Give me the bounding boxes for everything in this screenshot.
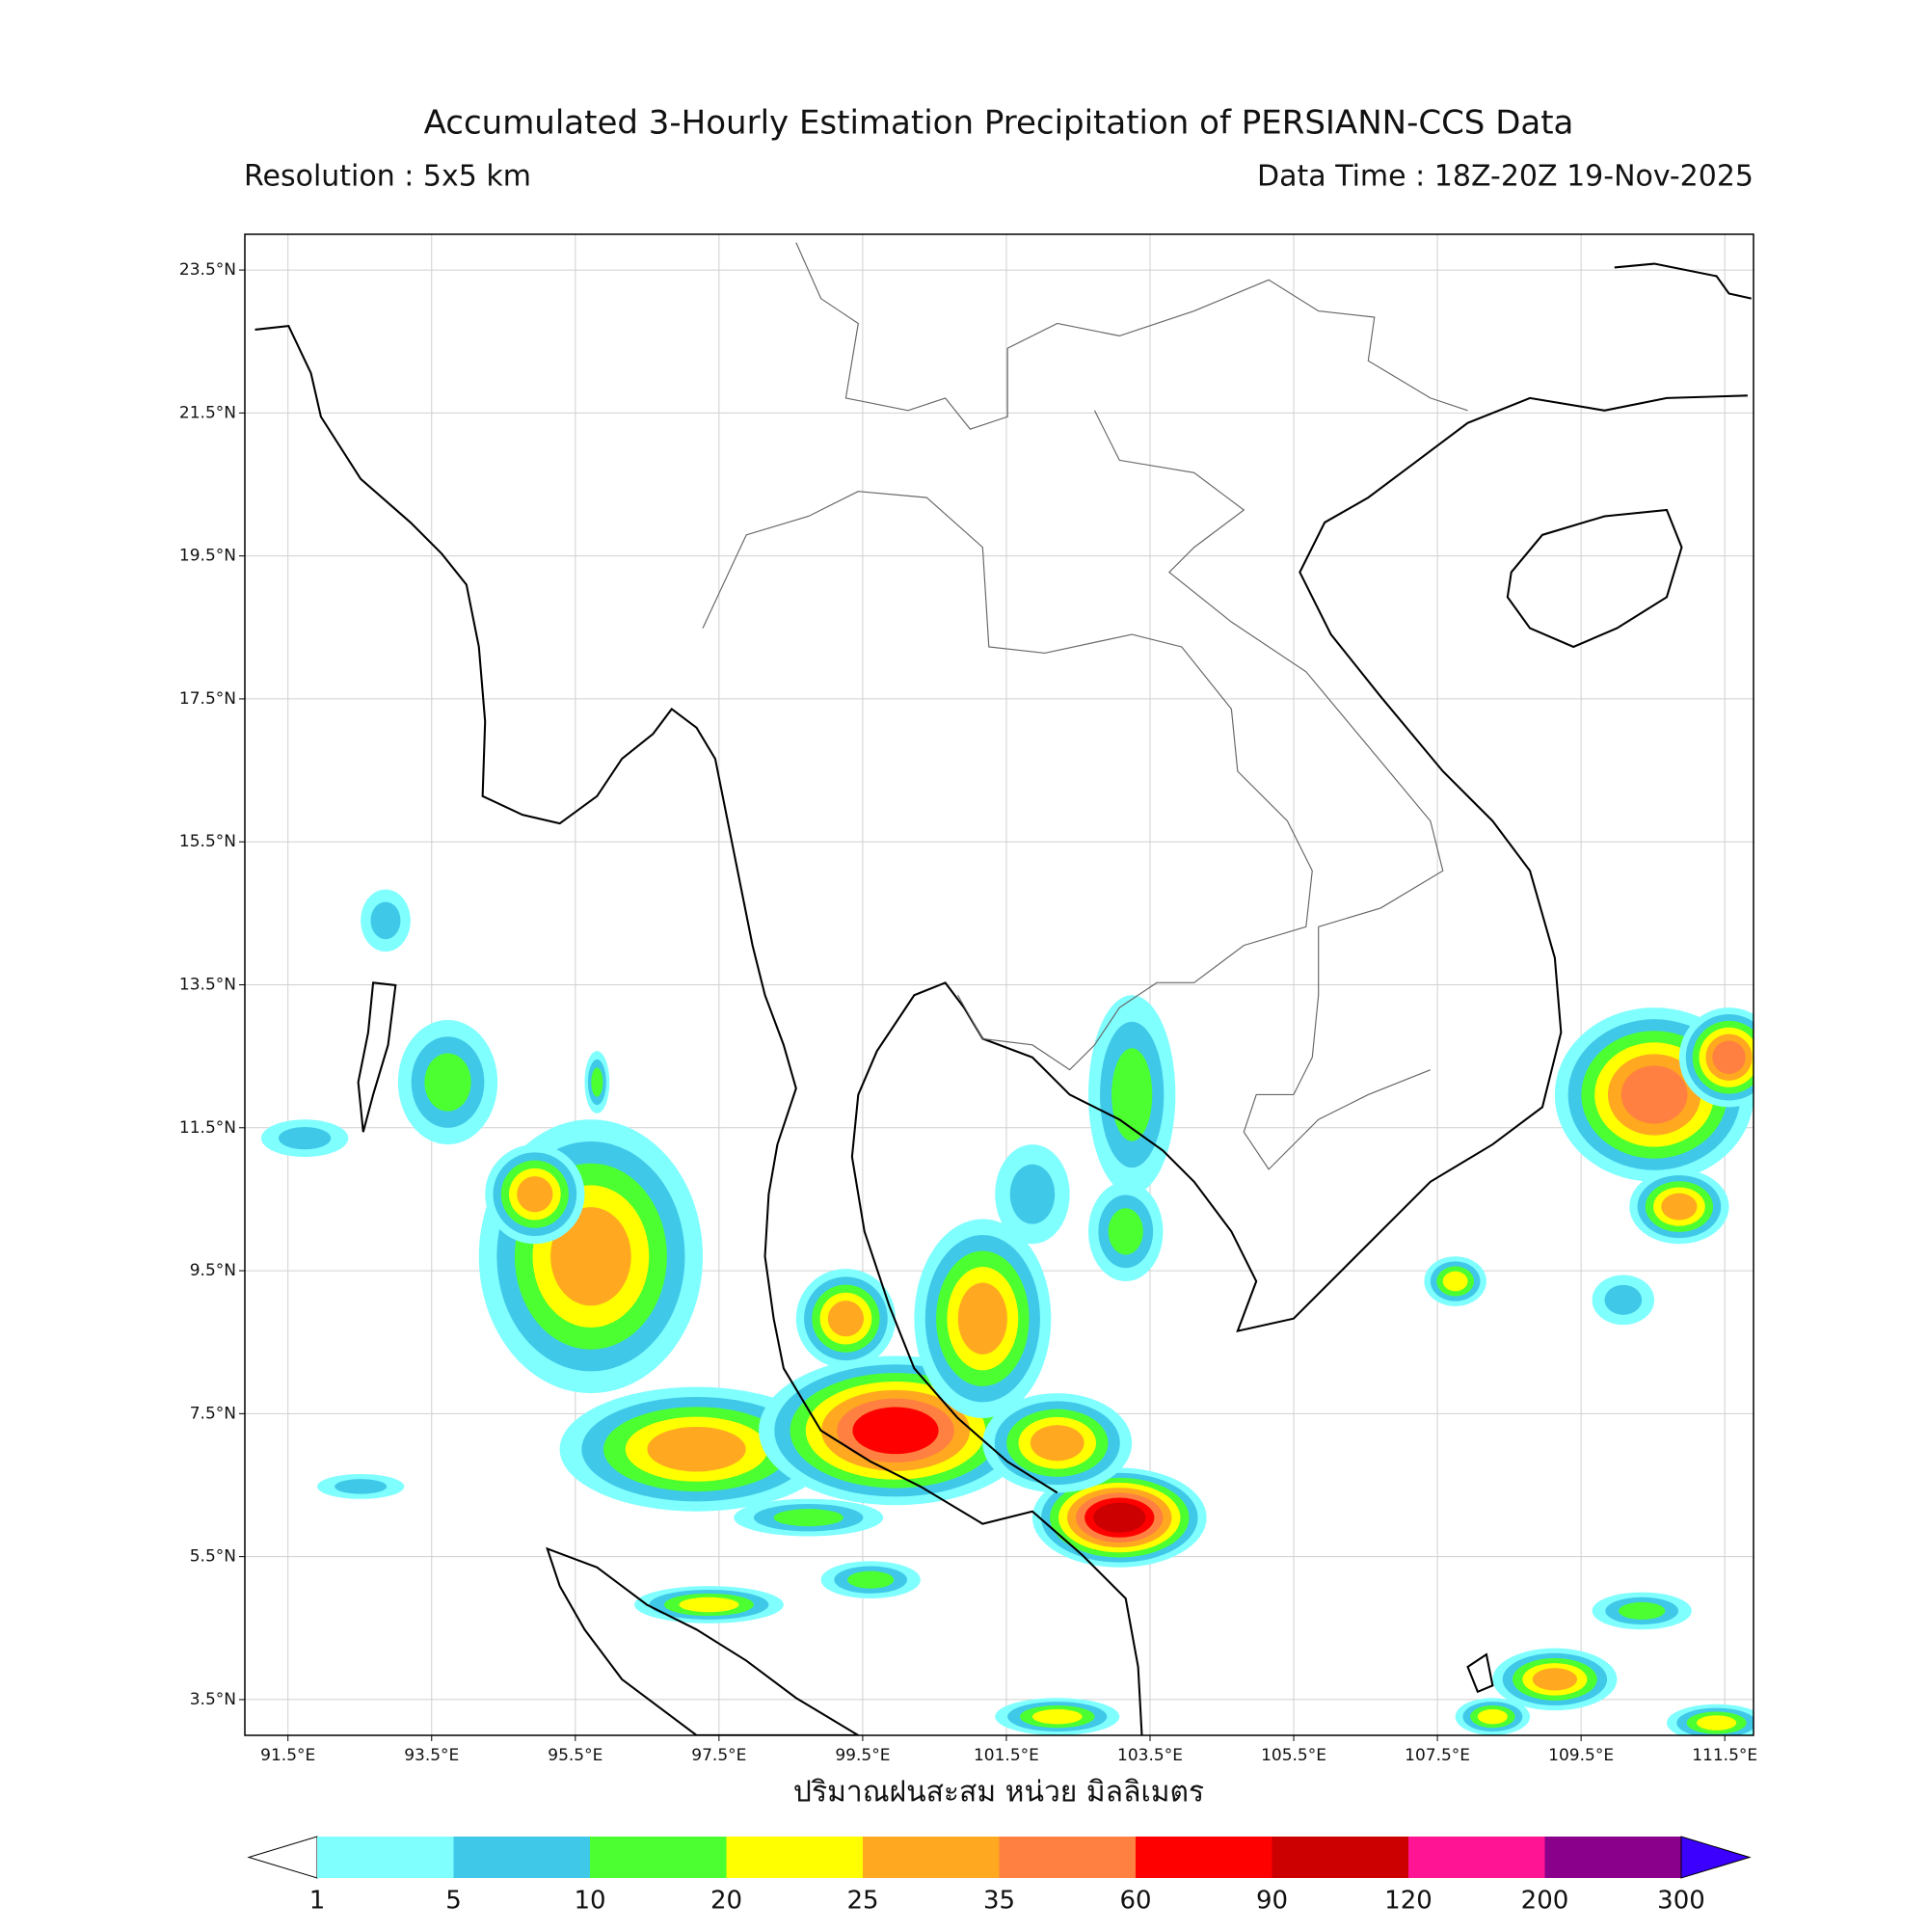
colorbar: 1 5 10 20 25 35 60 90 120 200 300 <box>247 1836 1752 1916</box>
rain-area <box>847 1570 895 1589</box>
rain-area <box>852 1407 939 1455</box>
title: Accumulated 3-Hourly Estimation Precipit… <box>424 104 1574 143</box>
precipitation <box>260 889 1754 1735</box>
y-tick-label: 7.5°N <box>190 1404 236 1423</box>
rain-area <box>1696 1715 1737 1731</box>
y-tick-label: 11.5°N <box>179 1118 236 1138</box>
colorbar-segment <box>1272 1837 1409 1878</box>
coastline <box>254 324 1143 1735</box>
border <box>702 491 1313 1071</box>
rain-area <box>517 1176 553 1213</box>
colorbar-segment <box>863 1837 1000 1878</box>
colorbar-segment <box>590 1837 727 1878</box>
border <box>1243 926 1432 1170</box>
colorbar-under <box>247 1836 318 1879</box>
y-tick-label: 17.5°N <box>179 689 236 709</box>
rain-area <box>1108 1208 1143 1255</box>
rain-area <box>679 1597 739 1613</box>
x-tick-label: 97.5°E <box>691 1746 746 1765</box>
colorbar-label: 300 <box>1657 1887 1705 1916</box>
rain-area <box>1661 1193 1698 1221</box>
rain-area <box>1031 1708 1083 1725</box>
colorbar-label: 10 <box>574 1887 605 1916</box>
colorbar-label: 25 <box>846 1887 878 1916</box>
colorbar-label: 5 <box>445 1887 462 1916</box>
x-tick-label: 101.5°E <box>974 1746 1039 1765</box>
rain-area <box>773 1509 844 1527</box>
rain-area <box>550 1207 631 1306</box>
y-tick-label: 9.5°N <box>190 1261 236 1280</box>
rain-area <box>279 1127 332 1150</box>
rain-area <box>1442 1271 1468 1292</box>
rain-area <box>1477 1708 1508 1725</box>
colorbar-label: 90 <box>1256 1887 1288 1916</box>
x-tick-label: 107.5°E <box>1405 1746 1470 1765</box>
y-tick-label: 21.5°N <box>179 403 236 422</box>
colorbar-segment <box>1408 1837 1545 1878</box>
colorbar-over <box>1680 1836 1752 1879</box>
x-tick-label: 111.5°E <box>1692 1746 1757 1765</box>
y-tick-label: 3.5°N <box>190 1690 236 1709</box>
rain-area <box>1604 1284 1643 1315</box>
rain-area <box>591 1067 603 1097</box>
y-tick-label: 23.5°N <box>179 260 236 280</box>
coastline <box>1614 262 1752 300</box>
island <box>357 981 397 1133</box>
y-tick-label: 5.5°N <box>190 1547 236 1567</box>
x-tick-label: 99.5°E <box>835 1746 890 1765</box>
grid <box>245 234 1754 1735</box>
island <box>1466 1652 1494 1694</box>
x-tick-label: 93.5°E <box>404 1746 459 1765</box>
colorbar-segment <box>317 1837 454 1878</box>
y-tick-label: 15.5°N <box>179 832 236 851</box>
coastlines <box>254 242 1752 1735</box>
colorbar-segment <box>999 1837 1137 1878</box>
y-tick-label: 13.5°N <box>179 976 236 995</box>
colorbar-label: 20 <box>710 1887 742 1916</box>
island <box>1506 508 1683 649</box>
colorbar-segment <box>453 1837 591 1878</box>
colorbar-label: 60 <box>1119 1887 1151 1916</box>
y-tick-label: 19.5°N <box>179 547 236 566</box>
axes: 91.5°E 93.5°E 95.5°E 97.5°E 99.5°E 101.5°E 103… <box>179 260 1757 1765</box>
x-tick-label: 91.5°E <box>260 1746 315 1765</box>
rain-area <box>1009 1164 1056 1224</box>
rain-area <box>647 1426 746 1472</box>
border <box>795 242 1468 430</box>
rain-area <box>1111 1048 1153 1141</box>
island <box>546 1546 861 1735</box>
rain-area <box>335 1479 388 1494</box>
colorbar-segment <box>1544 1837 1682 1878</box>
rain-area <box>827 1301 864 1337</box>
rain-area <box>370 901 401 940</box>
rain-area <box>1620 1065 1688 1124</box>
rain-area <box>1532 1668 1578 1691</box>
rain-area <box>1030 1425 1084 1462</box>
colorbar-label: 200 <box>1521 1887 1569 1916</box>
resolution: Resolution : 5x5 km <box>244 160 531 194</box>
rain-area <box>957 1282 1007 1355</box>
x-tick-label: 95.5°E <box>548 1746 602 1765</box>
rain-area <box>424 1053 471 1112</box>
colorbar-label: 1 <box>309 1887 326 1916</box>
colorbar-label: 35 <box>983 1887 1015 1916</box>
x-tick-label: 109.5°E <box>1548 1746 1614 1765</box>
colorbar-label: 120 <box>1384 1887 1433 1916</box>
rain-area <box>1093 1502 1146 1533</box>
colorbar-segment <box>1136 1837 1272 1878</box>
rain-area <box>1619 1601 1666 1620</box>
colorbar-segment <box>726 1837 864 1878</box>
x-tick-label: 105.5°E <box>1261 1746 1326 1765</box>
rain-area <box>1712 1040 1746 1074</box>
data-time: Data Time : 18Z-20Z 19-Nov-2025 <box>1257 160 1754 194</box>
x-axis-label: ปริมาณฝนสะสม หน่วย มิลลิเมตร <box>793 1776 1204 1810</box>
coastline <box>850 394 1748 1494</box>
border <box>1093 410 1444 927</box>
x-tick-label: 103.5°E <box>1117 1746 1183 1765</box>
